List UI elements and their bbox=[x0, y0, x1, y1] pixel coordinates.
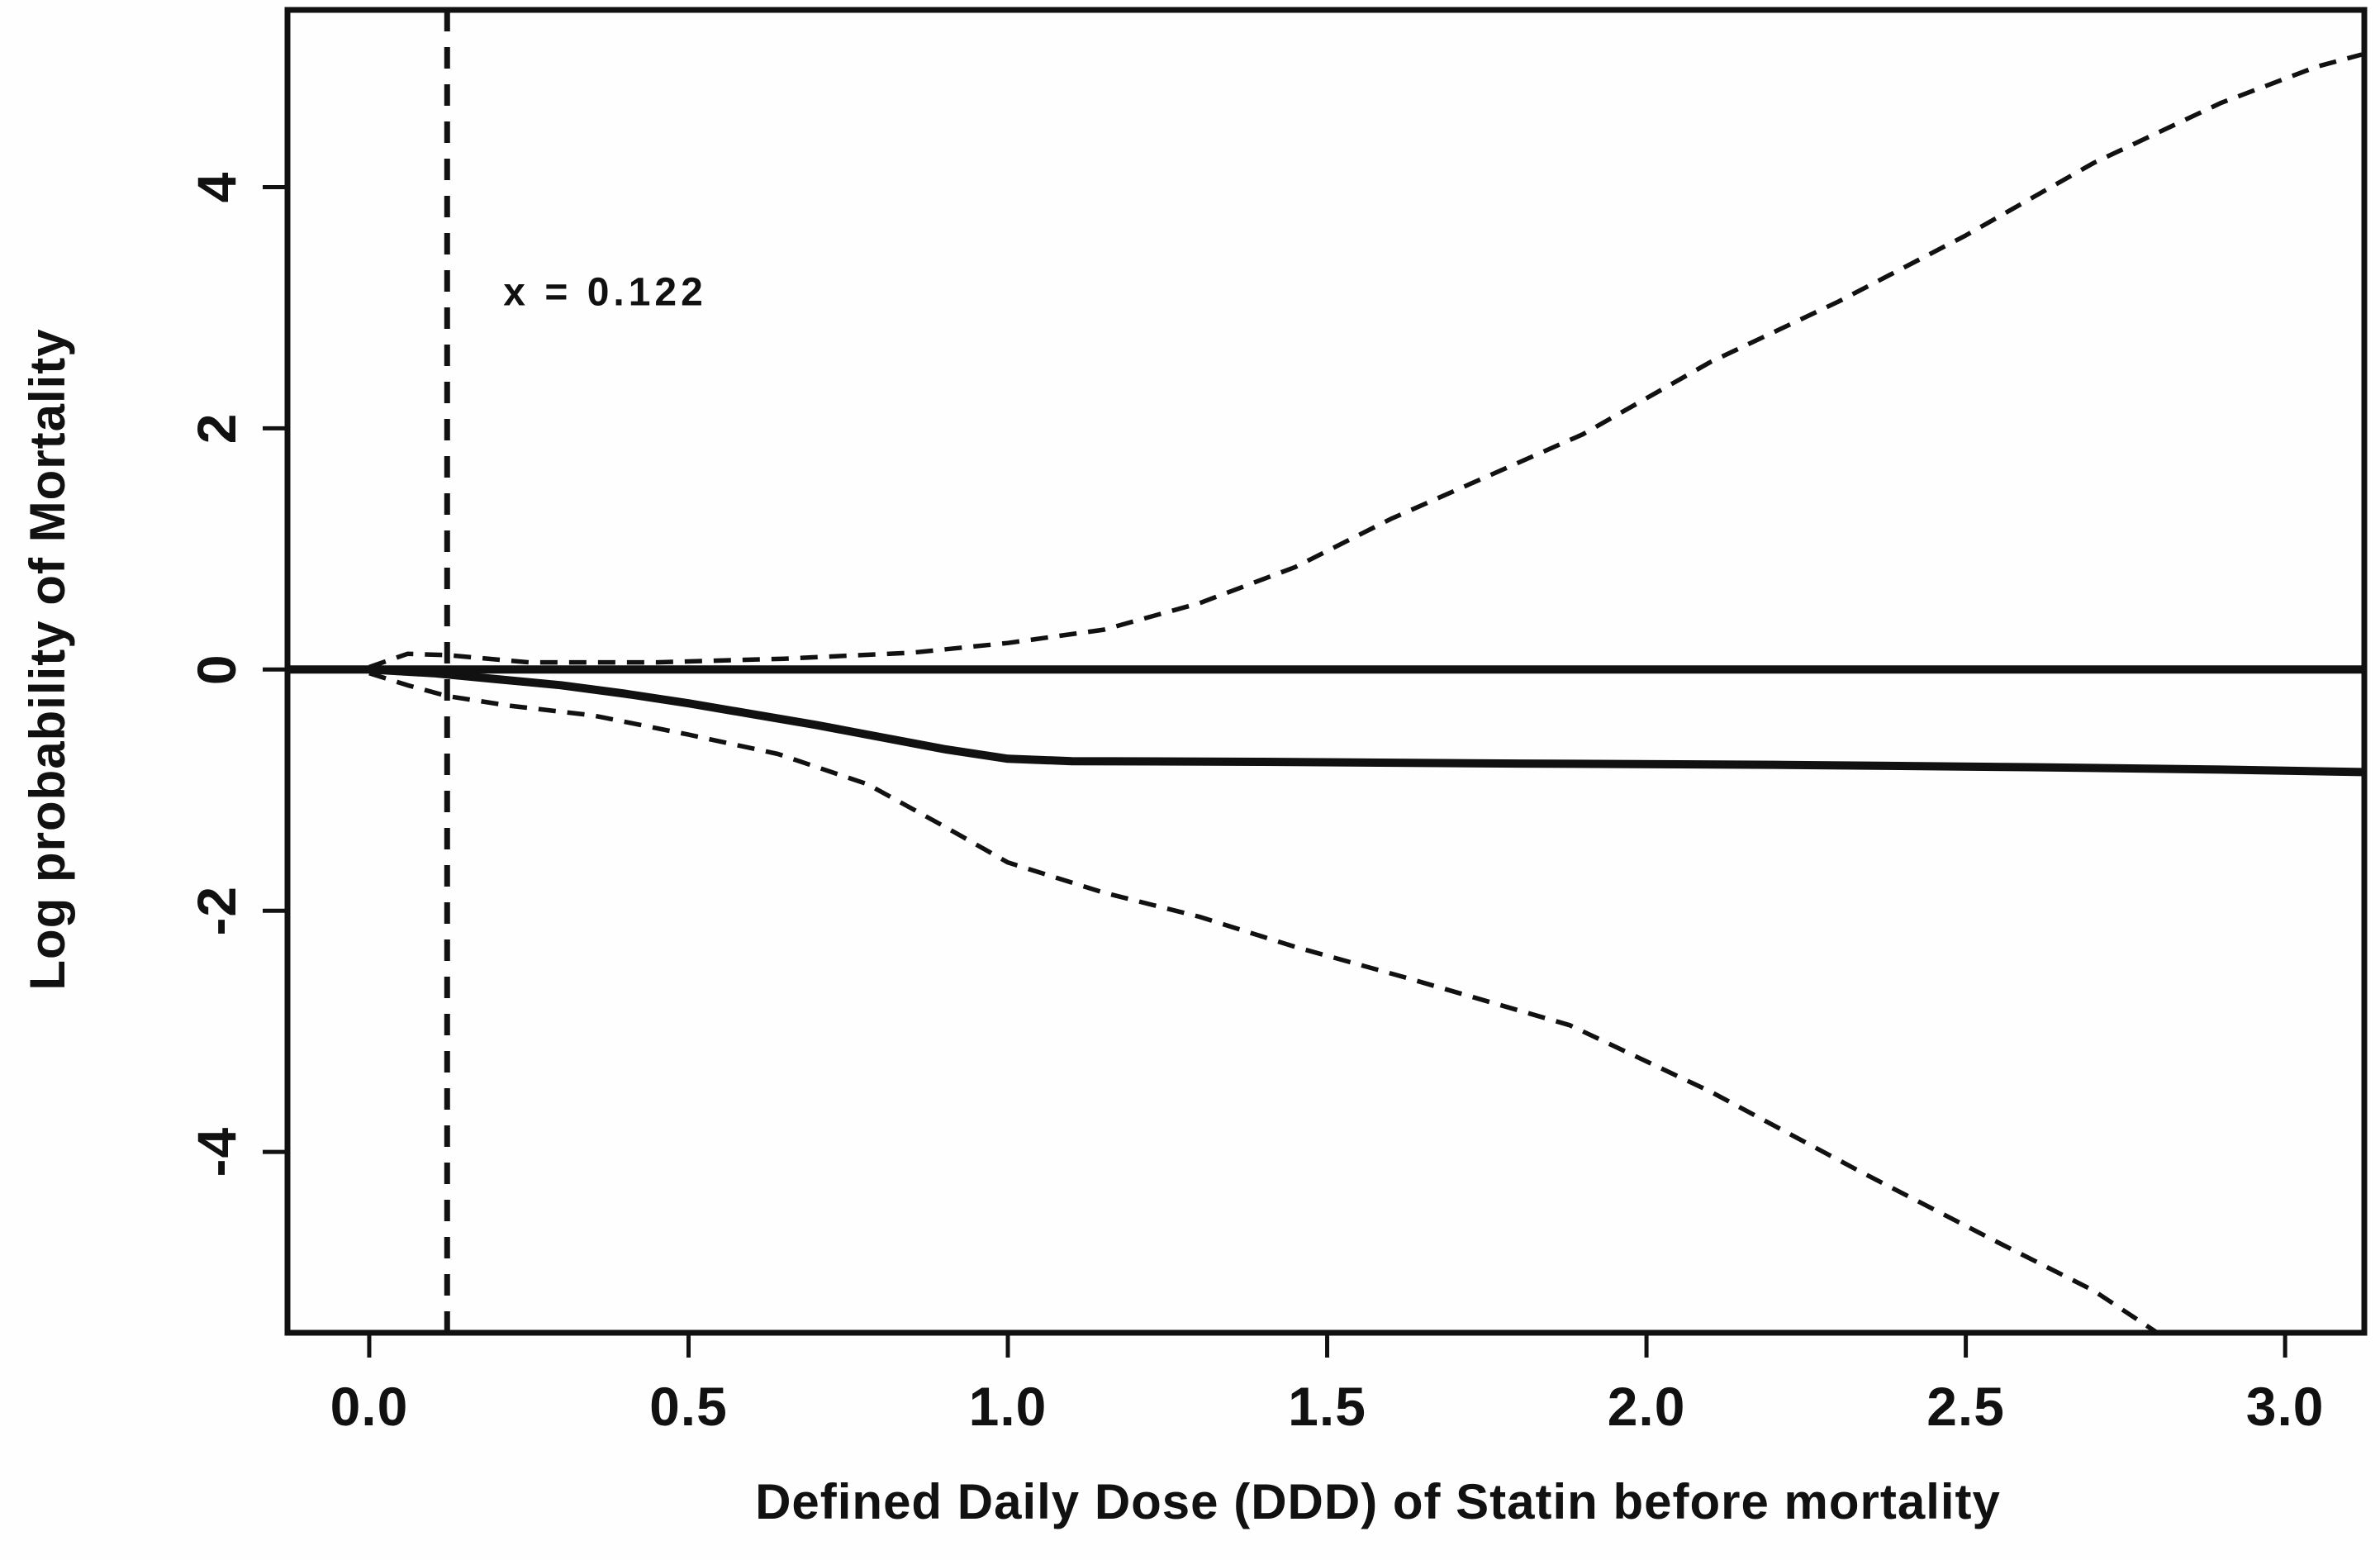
x-axis-tick-label: 2.0 bbox=[1608, 1376, 1686, 1437]
y-axis-tick-label: -2 bbox=[186, 886, 247, 936]
lower-confidence-band-curve bbox=[368, 671, 2159, 1335]
annotation-x-threshold: x = 0.122 bbox=[503, 271, 707, 315]
x-axis-tick-label: 0.5 bbox=[649, 1376, 728, 1437]
x-axis-tick-label: 0.0 bbox=[330, 1376, 409, 1437]
y-axis-tick-label: 2 bbox=[186, 413, 247, 445]
y-axis-tick-label: -4 bbox=[186, 1127, 247, 1177]
y-axis-tick-label: 0 bbox=[186, 654, 247, 685]
upper-confidence-band-curve bbox=[368, 52, 2363, 669]
x-axis-tick-label: 3.0 bbox=[2246, 1376, 2325, 1437]
y-axis-tick-label: 4 bbox=[186, 172, 247, 203]
x-axis-tick-label: 2.5 bbox=[1926, 1376, 2005, 1437]
x-axis-tick-label: 1.5 bbox=[1288, 1376, 1366, 1437]
y-axis-title: Log probability of Mortality bbox=[20, 328, 75, 990]
estimate-curve bbox=[368, 665, 2362, 777]
x-axis-title: Defined Daily Dose (DDD) of Statin befor… bbox=[755, 1474, 2001, 1529]
x-axis-tick-label: 1.0 bbox=[969, 1376, 1047, 1437]
chart-layer: 0.0 0.5 1.0 1.5 2.0 2.5 3.0 4 2 0 -2 -4 bbox=[186, 10, 2364, 1437]
